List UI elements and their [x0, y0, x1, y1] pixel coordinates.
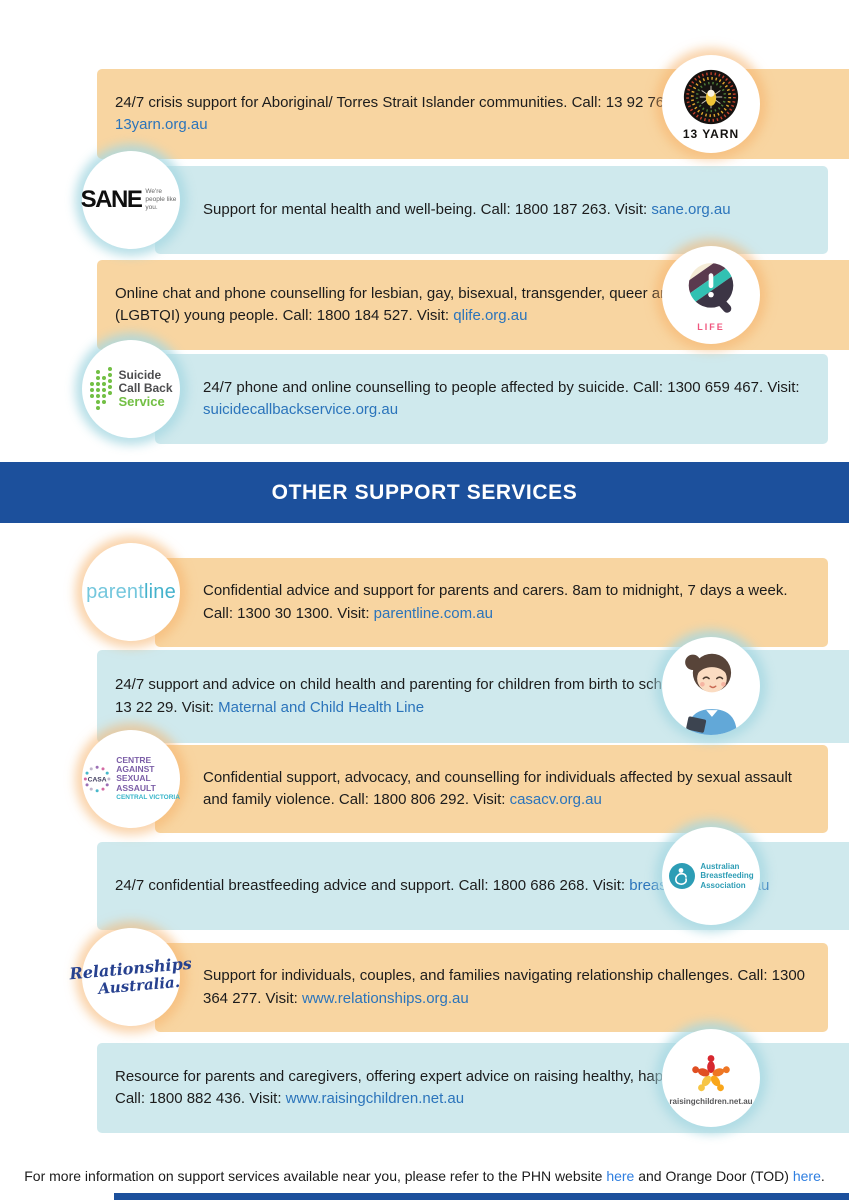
service-description: 24/7 phone and online counselling to peo…	[203, 377, 808, 422]
13yarn-logo: 13 YARN	[662, 55, 760, 153]
sane-wordmark: SANE	[80, 186, 143, 213]
service-text: Support for mental health and well-being…	[203, 200, 652, 218]
aba-text-line: Australian	[700, 861, 740, 871]
13yarn-icon	[683, 69, 739, 124]
footer-text: and Orange Door (TOD)	[634, 1168, 793, 1184]
parentline-wordmark: parent	[86, 580, 144, 603]
service-description: Resource for parents and caregivers, off…	[115, 1066, 770, 1111]
qlife-link[interactable]: qlife.org.au	[453, 307, 528, 324]
parentline-wordmark: line	[143, 580, 176, 603]
scbs-wordmark-line: Suicide	[118, 367, 162, 382]
service-card-suicide-call-back: 24/7 phone and online counselling to peo…	[155, 354, 828, 444]
breastfeeding-association-logo: Australian Breastfeeding Association	[662, 827, 760, 925]
casa-wordmark: CASA	[88, 777, 107, 784]
service-card-relationships-australia: Support for individuals, couples, and fa…	[155, 943, 828, 1032]
qlife-wordmark: LIFE	[697, 321, 725, 332]
bottom-accent-bar	[114, 1193, 849, 1200]
scbs-wordmark-line: Call Back	[118, 380, 173, 395]
service-description: Confidential advice and support for pare…	[203, 580, 808, 625]
casa-text-line: CENTRAL VICTORIA	[116, 794, 180, 802]
sane-link[interactable]: sane.org.au	[651, 200, 731, 218]
service-card-parentline: Confidential advice and support for pare…	[155, 558, 828, 647]
service-text: Confidential support, advocacy, and coun…	[203, 768, 792, 809]
footer-text: For more information on support services…	[24, 1168, 607, 1184]
raisingchildren-logo: raisingchildren.net.au	[662, 1029, 760, 1127]
aba-text-line: Breastfeeding	[700, 871, 754, 881]
service-description: Support for mental health and well-being…	[203, 199, 808, 222]
section-title: OTHER SUPPORT SERVICES	[271, 480, 578, 504]
13yarn-link[interactable]: 13yarn.org.au	[115, 116, 208, 133]
qlife-logo: LIFE	[662, 246, 760, 344]
service-text: Confidential advice and support for pare…	[203, 582, 788, 622]
people-star-icon	[692, 1055, 730, 1092]
service-text: Online chat and phone counselling for le…	[115, 284, 734, 325]
mother-baby-icon	[669, 863, 696, 889]
nurse-icon	[685, 653, 737, 735]
parentline-logo: parentline	[82, 543, 180, 641]
dots-chart-icon	[90, 367, 113, 410]
relationships-australia-link[interactable]: www.relationships.org.au	[301, 989, 469, 1007]
nurse-illustration	[662, 637, 760, 735]
service-description: Confidential support, advocacy, and coun…	[203, 767, 808, 812]
raisingchildren-link[interactable]: www.raisingchildren.net.au	[285, 1090, 465, 1107]
casa-dots-icon: CASA	[83, 765, 111, 793]
phn-website-link[interactable]: here	[606, 1168, 635, 1184]
service-description: 24/7 support and advice on child health …	[115, 674, 770, 719]
maternal-child-health-link[interactable]: Maternal and Child Health Line	[218, 698, 425, 716]
casa-text-line: SEXUAL ASSAULT	[116, 773, 156, 793]
service-card-sane: Support for mental health and well-being…	[155, 166, 828, 254]
service-description: Support for individuals, couples, and fa…	[203, 965, 808, 1010]
13yarn-wordmark: 13 YARN	[682, 126, 740, 141]
casa-link[interactable]: casacv.org.au	[509, 791, 602, 808]
service-text: 24/7 confidential breastfeeding advice a…	[115, 876, 630, 894]
footer-note: For more information on support services…	[0, 1168, 849, 1184]
casa-text-line: CENTRE AGAINST	[116, 754, 155, 775]
sane-logo: SANE We're people like you.	[80, 151, 180, 249]
raisingchildren-wordmark: raisingchildren.net.au	[669, 1097, 753, 1106]
footer-text: .	[820, 1168, 825, 1184]
service-description: Online chat and phone counselling for le…	[115, 283, 770, 328]
orange-door-link[interactable]: here	[792, 1168, 821, 1184]
section-banner: OTHER SUPPORT SERVICES	[0, 462, 849, 523]
qlife-q-icon	[688, 262, 734, 313]
service-text: Resource for parents and caregivers, off…	[115, 1067, 740, 1108]
aba-text-line: Association	[700, 880, 746, 890]
service-text: 24/7 phone and online counselling to peo…	[203, 378, 800, 396]
parentline-link[interactable]: parentline.com.au	[373, 604, 493, 622]
service-description: 24/7 crisis support for Aboriginal/ Torr…	[115, 92, 770, 137]
casa-logo: CASA CENTRE AGAINST SEXUAL ASSAULT CENTR…	[82, 730, 180, 828]
service-text: 24/7 support and advice on child health …	[115, 676, 750, 716]
suicide-call-back-link[interactable]: suicidecallbackservice.org.au	[203, 401, 399, 418]
service-text: 24/7 crisis support for Aboriginal/ Torr…	[115, 93, 705, 111]
scbs-wordmark-line: Service	[118, 394, 165, 410]
service-text: Support for individuals, couples, and fa…	[203, 967, 806, 1007]
sane-tagline: We're people like you.	[145, 187, 177, 212]
service-card-casa: Confidential support, advocacy, and coun…	[155, 745, 828, 833]
suicide-call-back-logo: Suicide Call Back Service	[82, 340, 180, 438]
relationships-australia-logo: Relationships Australia.	[68, 928, 192, 1026]
